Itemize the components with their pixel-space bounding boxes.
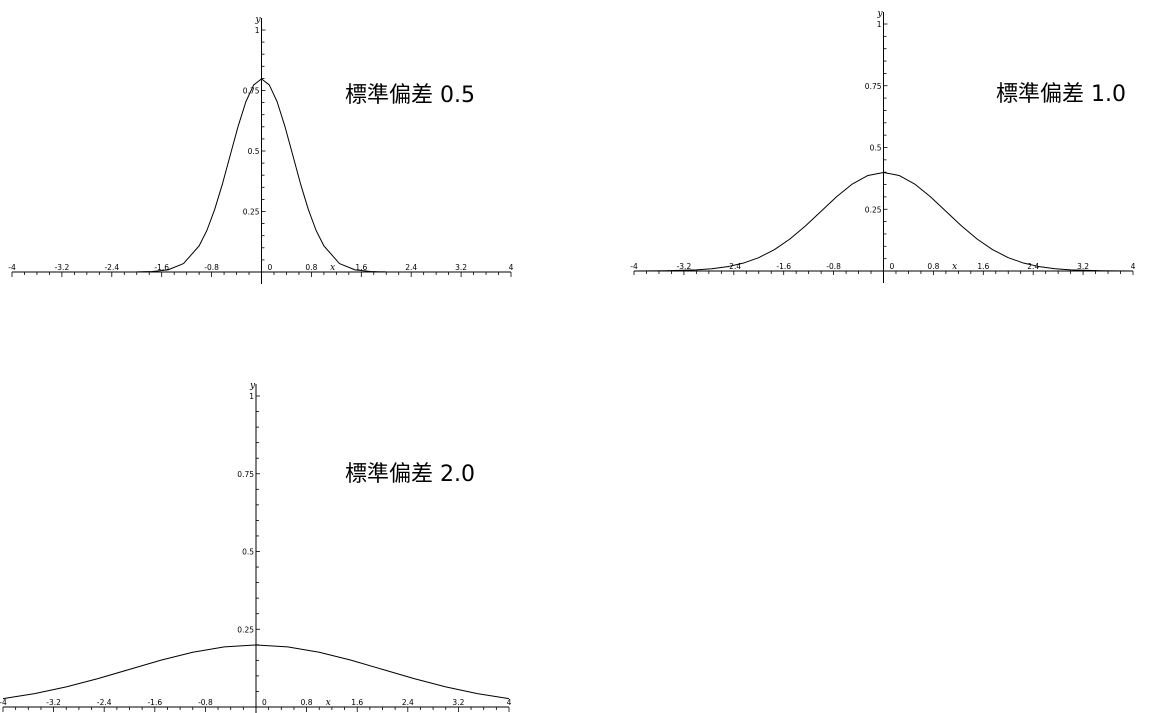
- series-line-density: [12, 78, 511, 273]
- x-tick-label: 0: [262, 698, 267, 707]
- y-tick-label: 0.5: [870, 144, 882, 153]
- chart-panel-sd-1-0: -4 -3.2 -2.4 -1.6 -0.8 0 0.8 1.6 2.4 3.2 4 0.25 0.5 0…: [630, 9, 1136, 283]
- x-tick-label: 1.6: [351, 698, 363, 707]
- x-tick-label: -2.4: [726, 262, 741, 271]
- y-axis-label: y: [255, 15, 262, 25]
- x-tick-label: -2.4: [97, 698, 112, 707]
- y-tick-label: 0.25: [243, 208, 260, 217]
- y-tick-label: 1: [249, 392, 254, 401]
- x-tick-label: -1.6: [154, 263, 169, 272]
- x-tick-label: 4: [507, 698, 512, 707]
- x-tick-label: 0.8: [301, 698, 313, 707]
- chart-title: 標準偏差 2.0: [345, 462, 475, 487]
- y-axis-label: y: [249, 381, 256, 391]
- x-tick-label: 2.4: [405, 263, 417, 272]
- x-tick-label: -0.8: [826, 262, 841, 271]
- x-tick-label: 4: [509, 263, 514, 272]
- chart-panel-sd-0-5: -4 -3.2 -2.4 -1.6 -0.8 0 0.8 1.6 2.4 3.2 40.250.50…: [8, 15, 514, 284]
- x-tick-label: 1.6: [355, 263, 367, 272]
- x-tick-label: 2.4: [1027, 262, 1039, 271]
- y-tick-label: 0.25: [237, 625, 254, 634]
- x-tick-label: 3.2: [455, 263, 467, 272]
- x-tick-label: 0: [890, 262, 895, 271]
- x-tick-label: -4: [630, 262, 638, 271]
- chart-title: 標準偏差 0.5: [345, 83, 475, 108]
- x-tick-label: 3.2: [1077, 262, 1089, 271]
- x-tick-label: 2.4: [402, 698, 414, 707]
- x-tick-label: -3.2: [677, 262, 692, 271]
- x-tick-label: -3.2: [46, 698, 61, 707]
- y-tick-label: 0.25: [865, 205, 882, 214]
- x-tick-label: 1.6: [977, 262, 989, 271]
- y-tick-label: 0.5: [248, 147, 260, 156]
- series-line-density: [633, 171, 1134, 272]
- x-tick-label: 0: [268, 263, 273, 272]
- x-tick-label: 0.8: [927, 262, 939, 271]
- x-tick-label: -4: [8, 263, 16, 272]
- x-tick-label: -1.6: [147, 698, 162, 707]
- x-axis-label: x: [952, 262, 957, 272]
- x-tick-label: -0.8: [204, 263, 219, 272]
- x-tick-label: -0.8: [198, 698, 213, 707]
- y-axis-label: y: [877, 9, 884, 19]
- chart-title: 標準偏差 1.0: [996, 82, 1126, 107]
- x-tick-label: 0.8: [305, 263, 317, 272]
- x-tick-label: -2.4: [104, 263, 119, 272]
- y-tick-label: 1: [877, 20, 882, 29]
- x-tick-label: -3.2: [55, 263, 70, 272]
- y-tick-label: 0.5: [242, 548, 254, 557]
- x-axis-label: x: [330, 263, 335, 273]
- x-tick-label: 4: [1131, 262, 1136, 271]
- y-tick-label: 0.75: [237, 470, 254, 479]
- series-line-density: [2, 644, 510, 700]
- y-tick-label: 1: [255, 26, 260, 35]
- x-tick-label: 3.2: [452, 698, 464, 707]
- y-tick-label: 0.75: [865, 82, 882, 91]
- chart-panel-sd-2-0: -4 -3.2 -2.4 -1.6 -0.8 0 0.8 1.6 2.4 3.2 4 0.25 0.5 0…: [0, 381, 512, 713]
- x-axis-label: x: [326, 698, 331, 708]
- x-tick-label: -1.6: [776, 262, 791, 271]
- x-tick-label: -4: [0, 698, 7, 707]
